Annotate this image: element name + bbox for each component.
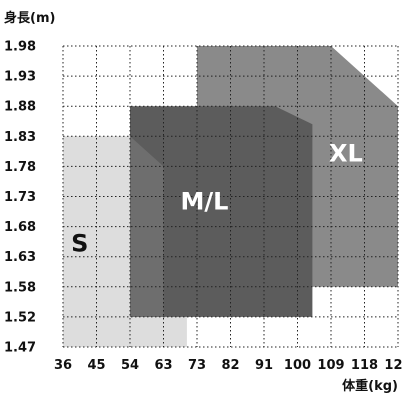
x-tick-label: 45 <box>87 358 105 373</box>
y-tick-label: 1.73 <box>4 190 36 205</box>
y-tick-label: 1.47 <box>4 341 36 356</box>
y-tick-label: 1.63 <box>4 250 36 265</box>
x-tick-label: 73 <box>188 358 206 373</box>
labels-layer: 1.98 1.93 1.88 1.83 1.78 1.73 1.68 1.63 1.58 1.52… <box>4 40 403 374</box>
y-tick-label: 1.58 <box>4 280 36 295</box>
y-axis-title: 身長(m) <box>4 10 55 26</box>
x-tick-label: 100 <box>284 358 311 373</box>
region-label-xl: XL <box>329 139 363 167</box>
y-tick-label: 1.68 <box>4 220 36 235</box>
y-tick-label: 1.83 <box>4 130 36 145</box>
y-tick-label: 1.52 <box>4 310 36 325</box>
y-tick-label: 1.93 <box>4 70 36 85</box>
region-ml <box>130 106 313 317</box>
x-tick-label: 36 <box>54 358 72 373</box>
x-tick-label: 82 <box>221 358 239 373</box>
x-tick-label: 63 <box>154 358 172 373</box>
x-axis-title: 体重(kg) <box>342 378 398 394</box>
y-tick-label: 1.98 <box>4 40 36 55</box>
y-tick-label: 1.78 <box>4 160 36 175</box>
region-label-s: S <box>71 230 88 258</box>
x-tick-label: 118 <box>351 358 378 373</box>
y-tick-label: 1.88 <box>4 100 36 115</box>
x-tick-label: 91 <box>255 358 273 373</box>
region-label-ml: M/L <box>180 188 228 216</box>
x-tick-label: 127 <box>384 358 403 373</box>
region-s-overlap <box>130 136 164 317</box>
x-tick-label: 54 <box>121 358 139 373</box>
x-tick-label: 109 <box>317 358 344 373</box>
